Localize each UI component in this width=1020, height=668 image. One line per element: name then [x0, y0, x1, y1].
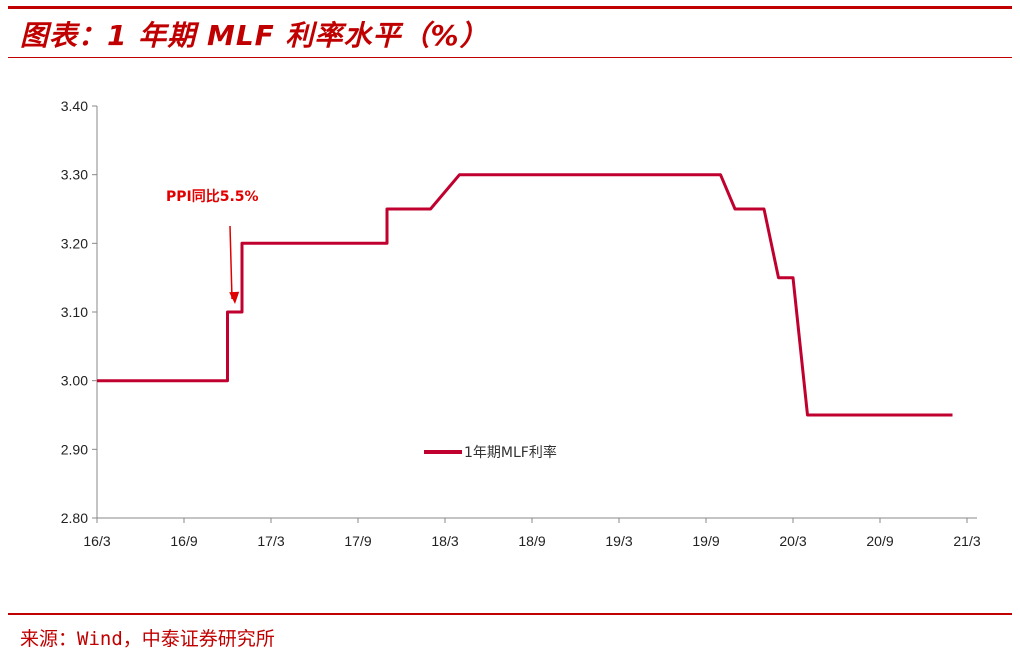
chart-series — [97, 173, 953, 417]
annotation-arrow-head — [229, 291, 240, 304]
page-title: 图表：1 年期 MLF 利率水平（%） — [20, 19, 489, 52]
chart-legend: 1年期MLF利率 — [424, 444, 557, 461]
bottom-rule — [8, 613, 1012, 615]
annotation-arrow-line — [229, 225, 233, 300]
top-rule — [8, 6, 1012, 9]
x-tick-label: 16/9 — [170, 533, 197, 549]
chart-annotation: PPI同比5.5% — [166, 188, 259, 304]
x-tick-label: 16/3 — [83, 533, 110, 549]
x-axis-ticks: 16/3 16/9 17/3 17/9 18/3 18/9 19/3 19/9 20/3 20/9… — [83, 518, 981, 549]
source-note: 来源：Wind，中泰证券研究所 — [20, 628, 275, 650]
y-axis-ticks: 3.40 3.30 3.20 3.10 3.00 2.90 2.80 — [61, 98, 97, 526]
x-tick-label: 18/3 — [431, 533, 458, 549]
x-tick-label: 20/3 — [779, 533, 806, 549]
annotation-label: PPI同比5.5% — [166, 188, 259, 205]
y-tick-label: 3.20 — [61, 235, 88, 251]
y-tick-label: 3.00 — [61, 373, 88, 389]
x-tick-label: 20/9 — [866, 533, 893, 549]
x-tick-label: 18/9 — [518, 533, 545, 549]
x-tick-label: 19/9 — [692, 533, 719, 549]
y-tick-label: 3.30 — [61, 167, 88, 183]
x-tick-label: 19/3 — [605, 533, 632, 549]
title-rule — [8, 57, 1012, 58]
y-tick-label: 3.40 — [61, 98, 88, 114]
x-tick-label: 17/3 — [257, 533, 284, 549]
legend-label: 1年期MLF利率 — [464, 444, 557, 461]
y-tick-label: 2.90 — [61, 441, 88, 457]
x-tick-label: 17/9 — [344, 533, 371, 549]
y-tick-label: 2.80 — [61, 510, 88, 526]
x-tick-label: 21/3 — [953, 533, 980, 549]
series-line-mlf — [97, 173, 953, 417]
y-tick-label: 3.10 — [61, 304, 88, 320]
